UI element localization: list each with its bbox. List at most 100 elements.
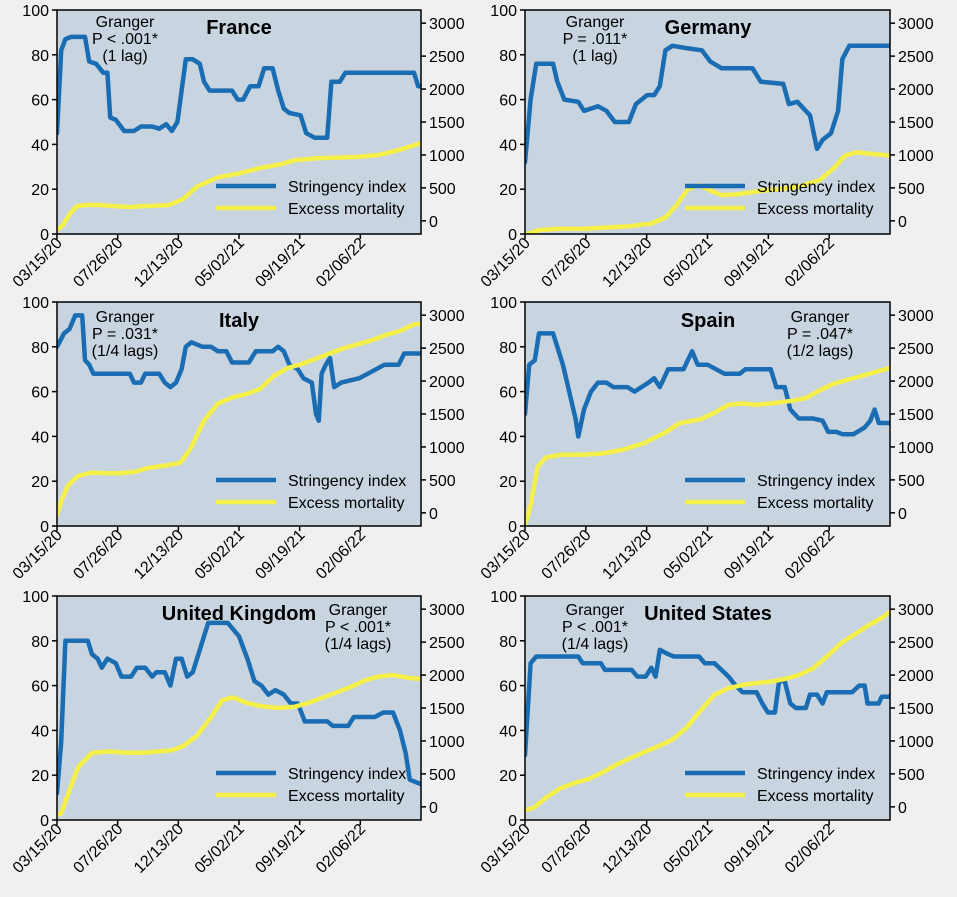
left-tick-label: 80: [31, 634, 49, 651]
left-tick-label: 100: [22, 295, 49, 312]
right-tick-label: 0: [898, 506, 907, 523]
granger-annotation-line: Granger: [791, 309, 850, 326]
right-tick-label: 2000: [898, 82, 934, 99]
right-tick-label: 3000: [429, 602, 465, 619]
left-tick-label: 20: [499, 768, 517, 785]
plot-area: [525, 596, 890, 820]
left-tick-label: 40: [31, 429, 49, 446]
granger-annotation-line: P = .047*: [787, 326, 853, 343]
right-tick-label: 500: [898, 767, 925, 784]
left-tick-label: 80: [31, 340, 49, 357]
excess-mortality-line: [57, 672, 421, 817]
right-tick-label: 3000: [429, 16, 465, 33]
excess-mortality-line: [525, 608, 890, 813]
legend-label-mortality: Excess mortality: [757, 201, 873, 218]
legend-label-stringency: Stringency index: [757, 179, 875, 196]
left-tick-label: 80: [499, 48, 517, 65]
granger-annotation-line: (1 lag): [572, 48, 617, 65]
left-tick-label: 100: [22, 589, 49, 606]
granger-annotation-line: Granger: [96, 309, 155, 326]
right-tick-label: 0: [898, 214, 907, 231]
left-tick-label: 60: [31, 679, 49, 696]
right-tick-label: 0: [898, 800, 907, 817]
excess-mortality-line: [525, 365, 890, 526]
right-tick-label: 2500: [429, 635, 465, 652]
right-tick-label: 500: [898, 473, 925, 490]
right-tick-label: 500: [898, 181, 925, 198]
granger-annotation-line: (1/4 lags): [92, 343, 159, 360]
right-tick-label: 1500: [429, 701, 465, 718]
left-tick-label: 60: [499, 385, 517, 402]
stringency-line: [57, 34, 421, 140]
plot-area: [57, 302, 421, 526]
right-tick-label: 1000: [898, 734, 934, 751]
legend-label-stringency: Stringency index: [288, 179, 406, 196]
legend-label-mortality: Excess mortality: [757, 495, 873, 512]
legend-label-mortality: Excess mortality: [288, 788, 404, 805]
right-tick-label: 2500: [429, 341, 465, 358]
left-tick-label: 0: [508, 519, 517, 536]
left-tick-label: 0: [40, 227, 49, 244]
right-tick-label: 1500: [429, 407, 465, 424]
excess-mortality-line: [57, 140, 421, 233]
right-tick-label: 2000: [429, 82, 465, 99]
left-tick-label: 60: [499, 679, 517, 696]
right-tick-label: 1000: [429, 734, 465, 751]
left-tick-label: 60: [31, 385, 49, 402]
left-tick-label: 100: [22, 3, 49, 20]
right-tick-label: 3000: [898, 308, 934, 325]
stringency-line: [57, 620, 421, 796]
right-tick-label: 2000: [429, 668, 465, 685]
right-tick-label: 1000: [898, 148, 934, 165]
right-tick-label: 1000: [429, 148, 465, 165]
granger-annotation-line: P = .031*: [92, 326, 158, 343]
plot-area: [525, 10, 890, 234]
legend-label-stringency: Stringency index: [288, 766, 406, 783]
granger-annotation-line: P < .001*: [562, 619, 628, 636]
left-tick-label: 0: [40, 519, 49, 536]
right-tick-label: 1500: [429, 115, 465, 132]
granger-annotation-line: P = .011*: [563, 31, 628, 48]
legend-label-stringency: Stringency index: [288, 473, 406, 490]
right-tick-label: 3000: [429, 308, 465, 325]
left-tick-label: 100: [490, 589, 517, 606]
right-tick-label: 2500: [898, 49, 934, 66]
stringency-line: [525, 43, 890, 165]
right-tick-label: 2000: [898, 374, 934, 391]
panel-title: France: [206, 17, 272, 39]
left-tick-label: 0: [40, 813, 49, 830]
granger-annotation-line: (1/2 lags): [787, 343, 854, 360]
legend-label-mortality: Excess mortality: [288, 201, 404, 218]
left-tick-label: 40: [31, 137, 49, 154]
legend-label-mortality: Excess mortality: [757, 788, 873, 805]
left-tick-label: 40: [499, 137, 517, 154]
right-tick-label: 0: [429, 800, 438, 817]
right-tick-label: 3000: [898, 602, 934, 619]
granger-annotation-line: (1/4 lags): [562, 636, 629, 653]
excess-mortality-line: [525, 150, 890, 234]
left-tick-label: 20: [31, 768, 49, 785]
right-tick-label: 0: [429, 214, 438, 231]
left-tick-label: 20: [499, 474, 517, 491]
stringency-line: [57, 313, 421, 423]
left-tick-label: 40: [499, 429, 517, 446]
right-tick-label: 1500: [898, 701, 934, 718]
left-tick-label: 40: [499, 723, 517, 740]
right-tick-label: 2500: [898, 341, 934, 358]
left-tick-label: 20: [31, 474, 49, 491]
granger-annotation-line: (1 lag): [102, 48, 147, 65]
right-tick-label: 2500: [898, 635, 934, 652]
right-tick-label: 1000: [898, 440, 934, 457]
right-tick-label: 500: [429, 473, 456, 490]
left-tick-label: 20: [31, 182, 49, 199]
granger-annotation-line: Granger: [566, 602, 625, 619]
left-tick-label: 100: [490, 3, 517, 20]
right-tick-label: 3000: [898, 16, 934, 33]
left-tick-label: 20: [499, 182, 517, 199]
right-tick-label: 2500: [429, 49, 465, 66]
granger-annotation-line: (1/4 lags): [325, 636, 392, 653]
left-tick-label: 0: [508, 813, 517, 830]
right-tick-label: 0: [429, 506, 438, 523]
panel-title: United States: [644, 603, 772, 625]
